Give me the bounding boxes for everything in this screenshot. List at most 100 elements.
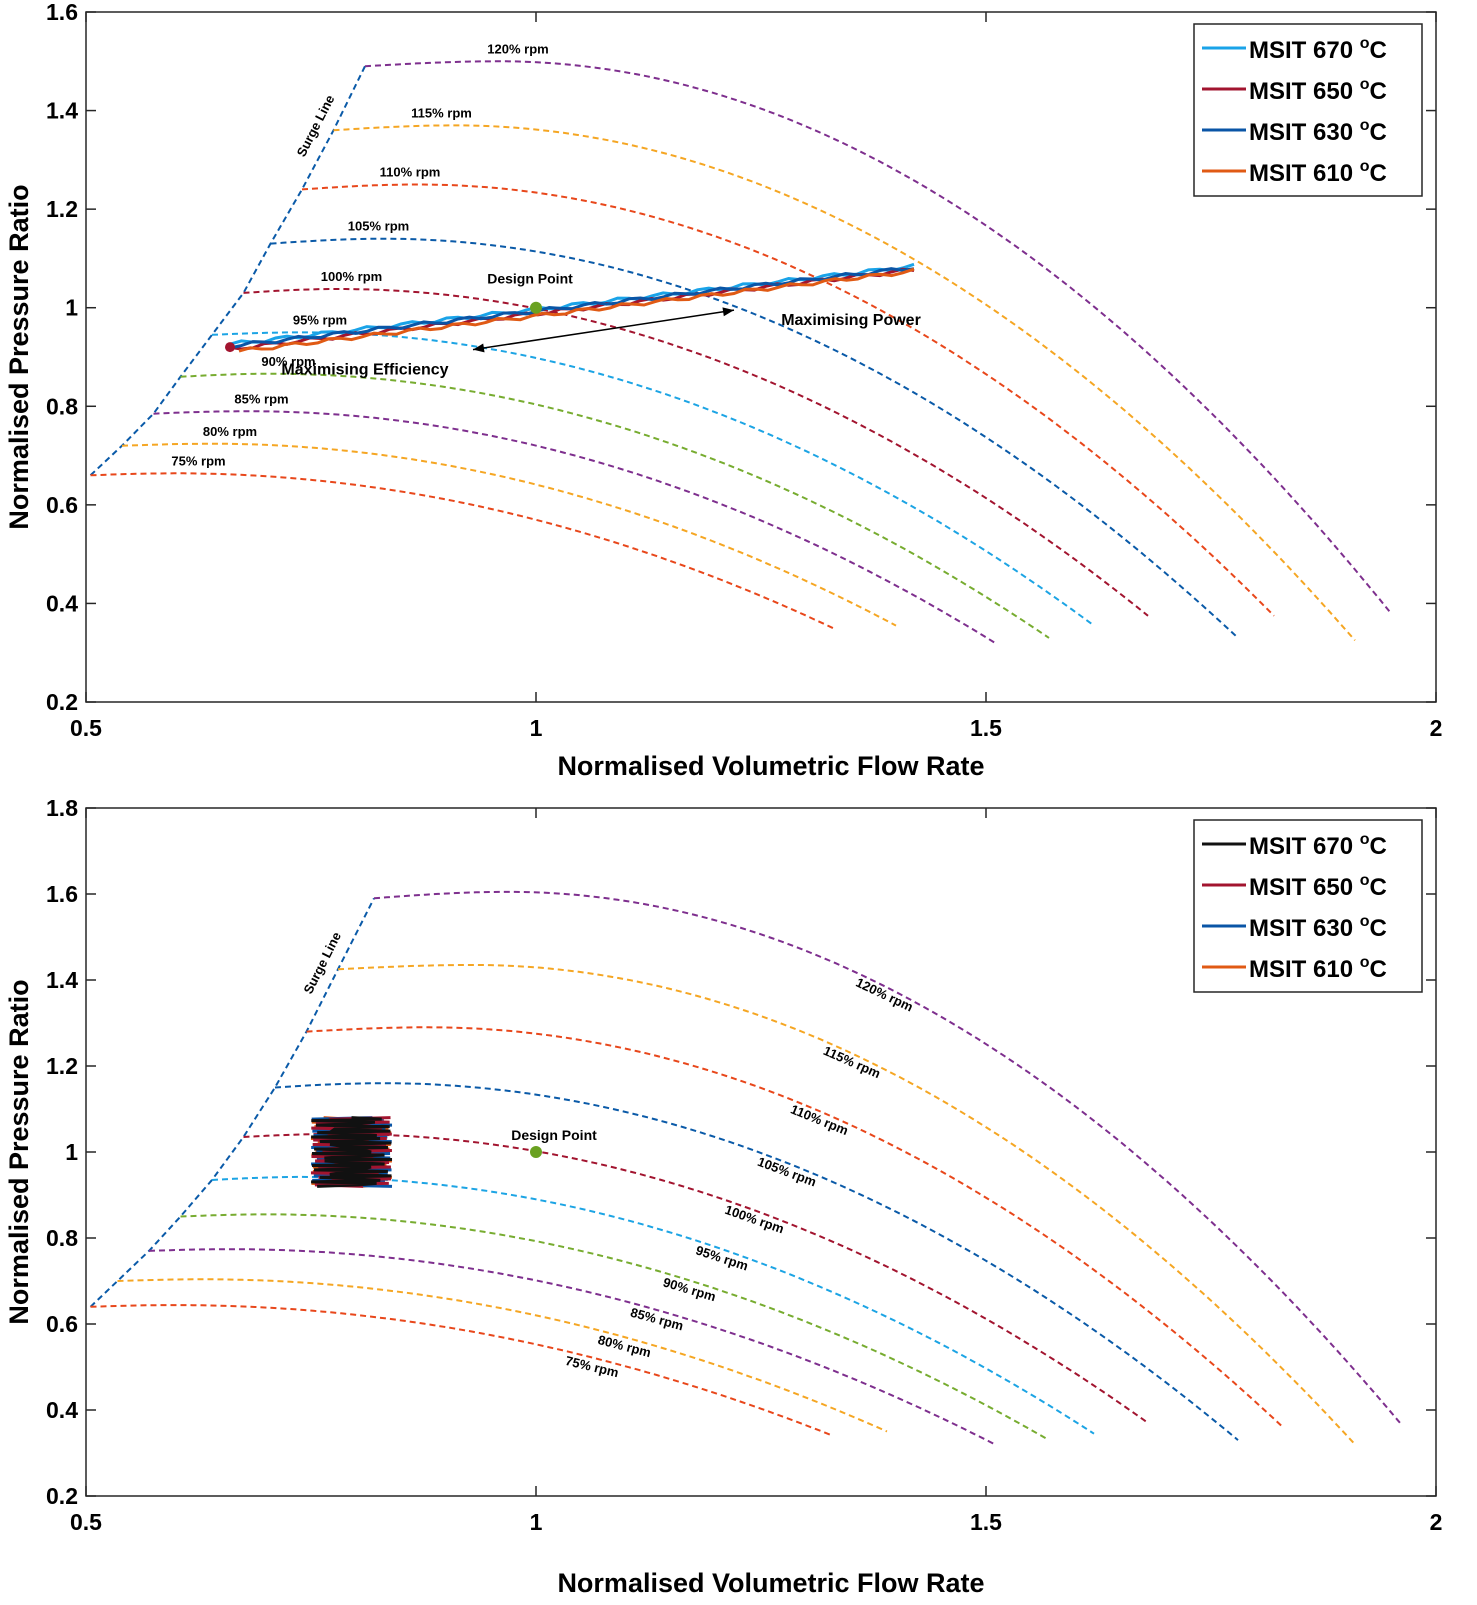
double-arrow-shaft (472, 309, 735, 351)
legend-label-unit: C (1370, 956, 1387, 983)
x-tick-label: 1 (530, 1509, 543, 1535)
legend-label-unit: C (1370, 160, 1387, 187)
design-point-label: Design Point (511, 1127, 597, 1143)
legend-label-main: MSIT 670 (1249, 833, 1360, 860)
speed-line-label: 110% rpm (789, 1101, 851, 1138)
y-tick-label: 0.8 (46, 393, 78, 419)
y-tick-label: 1.2 (46, 1053, 78, 1079)
design-point-marker (530, 1146, 542, 1158)
x-tick-label: 0.5 (70, 715, 102, 741)
y-tick-label: 1.2 (46, 196, 78, 222)
y-tick-label: 1 (65, 295, 78, 321)
speed-line (117, 1278, 888, 1433)
legend-label: MSIT 650 oC (1249, 872, 1387, 901)
y-tick-label: 0.4 (46, 590, 78, 616)
legend-label-unit: C (1370, 833, 1387, 860)
speed-line-label: 95% rpm (694, 1242, 750, 1273)
x-tick-label: 2 (1430, 715, 1443, 741)
maximising-power-label: Maximising Power (781, 312, 921, 329)
speed-line-label: 120% rpm (854, 975, 916, 1015)
x-tick-label: 1.5 (970, 1509, 1002, 1535)
legend-item: MSIT 610 oC (1202, 954, 1387, 983)
speed-line-label: 75% rpm (171, 453, 225, 468)
y-tick-label: 0.6 (46, 1311, 78, 1337)
y-axis-label: Normalised Pressure Ratio (4, 979, 34, 1324)
speed-line (90, 472, 834, 630)
x-tick-label: 1 (530, 715, 543, 741)
speed-line (243, 1132, 1149, 1424)
legend-label: MSIT 650 oC (1249, 76, 1387, 105)
speed-line (148, 1248, 996, 1446)
speed-line (306, 1026, 1284, 1428)
speed-line-label: 90% rpm (261, 354, 315, 369)
y-tick-label: 1 (65, 1139, 78, 1165)
bottom-chart-panel: 0.5 1 1.5 2 0.2 0.4 0.6 0.8 1 1.2 1.4 1.6 1.8 Normali… (4, 795, 1442, 1598)
speed-line-label: 100% rpm (723, 1202, 786, 1236)
y-tick-label: 0.4 (46, 1397, 78, 1423)
legend-label-degree: o (1360, 117, 1370, 134)
y-tick-label: 1.4 (46, 967, 78, 993)
speed-line-label: 80% rpm (203, 424, 257, 439)
speed-line (180, 1213, 1050, 1441)
surge-line-label: Surge Line (294, 92, 338, 159)
y-tick-label: 1.4 (46, 98, 78, 124)
legend-item: MSIT 630 oC (1202, 913, 1387, 942)
x-axis-label: Normalised Volumetric Flow Rate (557, 751, 984, 781)
speed-line (211, 1175, 1095, 1435)
speed-line-label: 115% rpm (411, 105, 472, 120)
x-tick-label: 2 (1430, 1509, 1443, 1535)
y-tick-label: 0.6 (46, 492, 78, 518)
legend-label-unit: C (1370, 78, 1387, 105)
speed-line (301, 183, 1275, 617)
speed-line-label: 105% rpm (756, 1154, 819, 1190)
legend-label-main: MSIT 670 (1249, 37, 1360, 64)
legend-label-main: MSIT 650 (1249, 874, 1360, 901)
speed-line-label: 105% rpm (348, 219, 409, 234)
speed-line (211, 331, 1095, 627)
surge-line (89, 65, 366, 477)
legend-label-unit: C (1370, 37, 1387, 64)
arrow-head-left (473, 343, 485, 353)
speed-line-label: 90% rpm (661, 1274, 717, 1304)
legend-label-main: MSIT 650 (1249, 78, 1360, 105)
legend-item: MSIT 670 oC (1202, 831, 1387, 860)
speed-line (243, 288, 1149, 617)
surge-line (89, 897, 375, 1308)
operating-line (311, 1116, 393, 1188)
top-chart-panel: 0.5 1 1.5 2 0.2 0.4 0.6 0.8 1 1.2 1.4 1.6 Normalised… (4, 0, 1442, 781)
legend-item: MSIT 650 oC (1202, 872, 1387, 901)
legend-label-unit: C (1370, 119, 1387, 146)
legend-label-main: MSIT 630 (1249, 915, 1360, 942)
operating-line (229, 267, 915, 350)
legend-box (1193, 23, 1423, 197)
legend-label: MSIT 610 oC (1249, 954, 1387, 983)
speed-line (274, 1082, 1239, 1441)
legend-label: MSIT 610 oC (1249, 158, 1387, 187)
speed-line (180, 372, 1050, 639)
y-tick-label: 0.2 (46, 689, 78, 715)
speed-line-label: 120% rpm (487, 42, 548, 57)
speed-line-label: 110% rpm (380, 165, 441, 180)
speed-line (333, 124, 1356, 642)
surge-line-label: Surge Line (300, 930, 344, 997)
x-tick-label: 0.5 (70, 1509, 102, 1535)
y-tick-label: 1.6 (46, 881, 78, 907)
y-tick-label: 1.8 (46, 795, 78, 821)
legend-label: MSIT 630 oC (1249, 117, 1387, 146)
speed-line-label: 100% rpm (321, 269, 382, 284)
legend-box (1193, 819, 1423, 993)
speed-line-label: 85% rpm (234, 391, 288, 406)
legend-label-unit: C (1370, 874, 1387, 901)
legend-label-main: MSIT 610 (1249, 956, 1360, 983)
legend-label-main: MSIT 630 (1249, 119, 1360, 146)
y-tick-label: 0.2 (46, 1483, 78, 1509)
arrow-head-right (722, 307, 734, 317)
legend-label-degree: o (1360, 913, 1370, 930)
legend-label-unit: C (1370, 915, 1387, 942)
speed-line (337, 964, 1356, 1446)
speed-line (90, 1304, 834, 1437)
speed-line (373, 890, 1401, 1424)
legend-item: MSIT 670 oC (1202, 35, 1387, 64)
x-tick-label: 1.5 (970, 715, 1002, 741)
